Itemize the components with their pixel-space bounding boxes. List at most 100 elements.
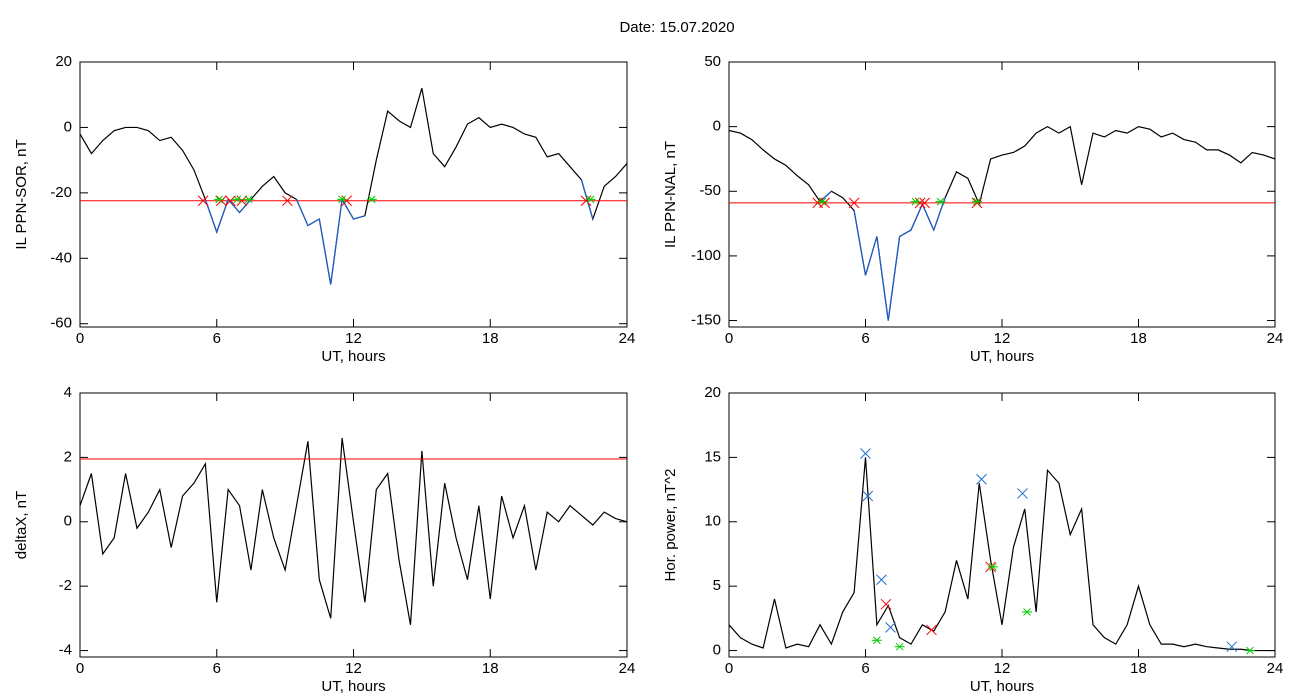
x-tick-label: 6 <box>213 660 221 677</box>
y-tick-label: -2 <box>59 577 72 594</box>
x-tick-label: 18 <box>482 660 499 677</box>
y-tick-label: 0 <box>713 642 721 659</box>
y-tick-label: -40 <box>50 249 72 266</box>
marker <box>860 448 871 459</box>
x-tick-label: 0 <box>76 660 84 677</box>
marker-stroke <box>862 490 874 502</box>
marker <box>197 195 209 207</box>
marker <box>225 195 236 207</box>
marker-stroke <box>973 197 981 206</box>
x-tick-label: 24 <box>619 330 636 347</box>
y-tick-label: 2 <box>64 448 72 465</box>
marker <box>848 197 860 209</box>
marker <box>885 622 896 633</box>
marker <box>1226 641 1238 653</box>
y-tick-label: 0 <box>713 118 721 135</box>
marker-stroke <box>818 197 827 206</box>
marker <box>215 195 227 207</box>
y-tick-label: -50 <box>699 182 721 199</box>
marker-stroke <box>860 448 871 459</box>
marker <box>862 490 874 502</box>
marker-stroke <box>1017 488 1028 499</box>
x-tick-label: 18 <box>1130 330 1147 347</box>
x-axis-label: UT, hours <box>970 348 1034 365</box>
marker <box>580 195 592 207</box>
marker <box>1022 608 1033 616</box>
marker-stroke <box>848 197 860 209</box>
marker-stroke <box>873 636 881 645</box>
y-axis-label: deltaX, nT <box>13 491 30 559</box>
marker <box>876 574 887 586</box>
marker <box>337 195 348 204</box>
x-tick-label: 24 <box>1267 660 1284 677</box>
y-axis-label: Hor. power, nT^2 <box>662 469 679 582</box>
marker <box>243 195 254 204</box>
marker <box>935 197 946 206</box>
x-tick-label: 18 <box>482 330 499 347</box>
y-tick-label: 20 <box>704 384 721 401</box>
marker-stroke <box>971 197 983 209</box>
marker <box>894 642 905 651</box>
marker <box>214 195 225 204</box>
marker <box>871 636 882 645</box>
marker <box>976 473 987 485</box>
x-axis-label: UT, hours <box>321 348 385 365</box>
marker <box>1017 488 1028 499</box>
x-tick-label: 18 <box>1130 660 1147 677</box>
panel: 0 6 12 18 24 -150 -100 -50 0 50 UT, hours IL PPN-NA… <box>662 53 1283 365</box>
panel: 0 6 12 18 24 -60 -40 -20 0 20 UT, hours IL PPN-SOR,… <box>13 53 635 365</box>
x-tick-label: 12 <box>994 330 1011 347</box>
marker-stroke <box>580 195 592 207</box>
marker-stroke <box>197 195 209 207</box>
marker <box>341 195 353 207</box>
marker <box>971 197 983 209</box>
marker-stroke <box>1023 608 1031 616</box>
marker-stroke <box>367 195 376 204</box>
marker-stroke <box>233 195 242 204</box>
marker <box>914 197 926 209</box>
y-axis-label: IL PPN-NAL, nT <box>662 141 679 248</box>
y-tick-label: 15 <box>704 448 721 465</box>
marker-stroke <box>215 195 223 204</box>
marker <box>910 197 921 206</box>
marker-stroke <box>225 195 236 207</box>
marker <box>971 197 982 206</box>
marker <box>880 598 892 610</box>
marker <box>282 195 293 207</box>
marker-stroke <box>1246 646 1254 655</box>
y-tick-label: -150 <box>691 312 721 329</box>
y-tick-label: -4 <box>59 642 72 659</box>
marker <box>817 197 828 206</box>
x-tick-label: 6 <box>861 330 869 347</box>
x-tick-label: 24 <box>619 660 636 677</box>
marker-stroke <box>885 622 896 633</box>
marker <box>819 197 830 209</box>
x-tick-label: 12 <box>994 660 1011 677</box>
y-tick-label: -60 <box>50 315 72 332</box>
x-tick-label: 6 <box>213 330 221 347</box>
y-tick-label: 0 <box>64 118 72 135</box>
data-line <box>728 457 1275 652</box>
marker <box>236 195 248 207</box>
x-tick-label: 0 <box>725 660 733 677</box>
marker <box>926 624 937 636</box>
x-tick-label: 12 <box>345 660 362 677</box>
x-tick-label: 6 <box>861 660 869 677</box>
marker-stroke <box>341 195 353 207</box>
marker-stroke <box>989 563 997 571</box>
marker <box>585 195 596 204</box>
y-tick-label: 50 <box>704 53 721 70</box>
marker-stroke <box>976 473 987 485</box>
marker-stroke <box>1226 641 1238 653</box>
marker-stroke <box>236 195 248 207</box>
marker-stroke <box>244 195 253 204</box>
marker <box>366 195 377 204</box>
marker-stroke <box>914 197 926 209</box>
y-tick-label: 10 <box>704 513 721 530</box>
marker <box>987 563 998 571</box>
marker-stroke <box>876 574 887 586</box>
marker <box>232 195 243 204</box>
y-tick-label: 5 <box>713 577 721 594</box>
